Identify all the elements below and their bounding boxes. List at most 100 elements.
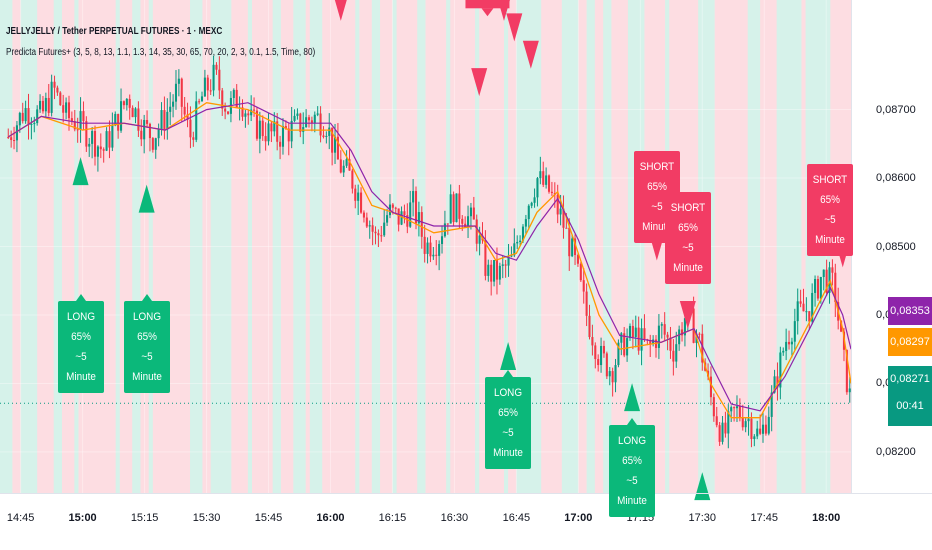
candle-body [614, 365, 617, 383]
background-band [446, 0, 451, 493]
short-signal-pointer [825, 249, 836, 257]
candle-body [279, 141, 282, 147]
candle-body [417, 212, 420, 224]
candle-body [475, 219, 478, 244]
background-band [475, 0, 480, 493]
short-signal-label[interactable]: SHORT 65% ~5 Minute [807, 164, 854, 257]
candle-body [432, 254, 435, 257]
candle-body [99, 146, 102, 150]
candle-body [521, 226, 525, 241]
x-tick-label: 15:45 [254, 512, 283, 524]
indicator-legend[interactable]: Predicta Futures+ (3, 5, 8, 13, 1.1, 1.3… [6, 47, 316, 58]
candle-body [198, 101, 201, 103]
candle-body [111, 125, 114, 148]
short-signal-label[interactable]: SHORT 65% ~5 Minute [664, 191, 711, 284]
candle-body [351, 170, 354, 189]
candle-body [33, 123, 36, 125]
candle-body [255, 110, 258, 139]
candle-body [221, 90, 224, 109]
candle-body [218, 69, 221, 91]
candle-body [816, 279, 819, 299]
background-band [578, 0, 588, 493]
candle-body [316, 113, 319, 115]
candle-body [70, 118, 73, 122]
candle-body [30, 123, 33, 125]
candle-body [85, 121, 88, 147]
short-arrow-icon [506, 13, 523, 42]
candle-body [328, 127, 331, 136]
candle-body [426, 242, 429, 254]
candle-body [805, 311, 808, 313]
candle-body [504, 264, 507, 266]
candle-body [226, 111, 230, 114]
candle-body [620, 333, 623, 343]
candle-body [501, 264, 504, 266]
candle-body [88, 143, 91, 147]
candle-body [759, 428, 762, 434]
candle-body [449, 194, 452, 224]
candle-body [796, 301, 799, 322]
background-band [396, 0, 418, 493]
candle-body [140, 130, 143, 140]
candle-body [76, 129, 79, 131]
background-band [210, 0, 232, 493]
candle-body [498, 265, 501, 280]
candle-body [96, 146, 99, 157]
candle-body [626, 338, 629, 356]
candle-body [267, 123, 270, 142]
x-tick-label: 16:15 [378, 512, 407, 524]
candle-body [461, 218, 464, 224]
x-axis-separator [0, 493, 932, 494]
long-arrow-icon [500, 342, 517, 371]
candle-body [53, 81, 56, 88]
candle-body [354, 188, 357, 201]
candle-body [247, 113, 250, 116]
candle-body [672, 350, 675, 362]
candle-body [47, 97, 50, 113]
candle-body [310, 120, 313, 124]
candle-body [822, 269, 825, 278]
candle-body [146, 119, 149, 124]
candle-body [383, 222, 386, 236]
candle-body [527, 205, 530, 220]
candle-body [44, 97, 47, 112]
candle-body [649, 339, 652, 345]
symbol-title[interactable]: JELLYJELLY / Tether PERPETUAL FUTURES · … [6, 26, 223, 37]
long-signal-line: LONG [66, 311, 95, 324]
candle-body [65, 102, 68, 113]
long-signal-label[interactable]: LONG 65% ~5 Minute [609, 424, 656, 517]
candle-body [122, 101, 125, 106]
long-signal-label[interactable]: LONG 65% ~5 Minute [57, 301, 104, 394]
long-signal-line: 65% [498, 406, 519, 419]
candle-body [39, 100, 42, 110]
candle-body [270, 123, 273, 132]
x-tick-label: 15:30 [192, 512, 221, 524]
candle-body [59, 92, 62, 106]
long-signal-label[interactable]: LONG 65% ~5 Minute [123, 301, 170, 394]
candle-body [516, 241, 519, 244]
candle-body [510, 255, 513, 257]
candle-body [793, 321, 796, 342]
candle-body [663, 324, 666, 335]
candle-body [744, 421, 747, 428]
long-signal-label[interactable]: LONG 65% ~5 Minute [485, 376, 532, 469]
candle-body [15, 125, 18, 141]
candle-body [536, 178, 539, 198]
candle-body [287, 128, 290, 142]
candle-body [264, 136, 267, 142]
candle-body [360, 192, 363, 213]
candle-body [172, 101, 175, 107]
candle-body [258, 120, 261, 139]
background-band [148, 0, 154, 493]
x-tick-label: 16:30 [440, 512, 469, 524]
candle-body [698, 333, 701, 335]
short-signal-line: SHORT [670, 201, 706, 214]
candle-body [787, 341, 791, 345]
candle-body [814, 279, 817, 293]
candle-body [478, 235, 481, 244]
candle-body [114, 113, 117, 126]
long-arrow-icon [72, 157, 89, 186]
long-signal-line: ~5 Minute [131, 351, 162, 384]
candle-body [209, 90, 212, 92]
